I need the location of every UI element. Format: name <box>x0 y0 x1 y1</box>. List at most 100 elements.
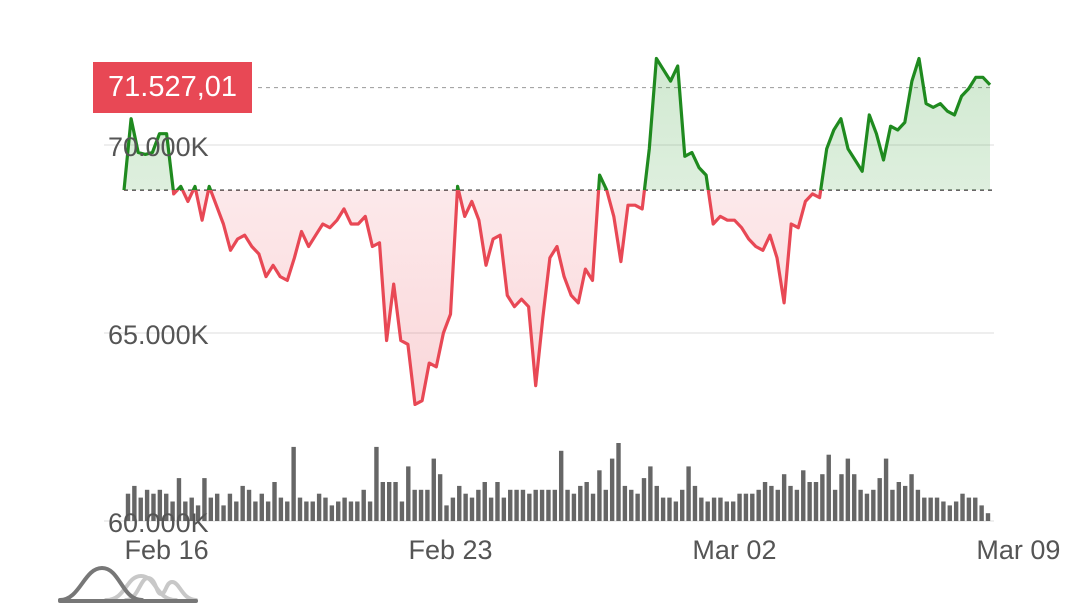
volume-bar <box>660 497 666 521</box>
volume-bar <box>514 489 519 521</box>
volume-bar <box>584 482 589 521</box>
volume-bar <box>794 489 800 521</box>
volume-bar <box>902 485 908 521</box>
volume-bar <box>877 478 882 521</box>
volume-bar <box>342 497 347 521</box>
volume-bar <box>673 501 679 521</box>
volume-bar <box>221 505 226 521</box>
volume-bar <box>304 501 309 521</box>
volume-bar <box>310 501 315 521</box>
gridlines <box>104 87 994 522</box>
volume-bar <box>654 485 659 521</box>
volume-bar <box>743 493 749 521</box>
volume-bar <box>431 458 436 521</box>
y-tick-label: 65.000K <box>108 320 209 350</box>
volume-bar <box>597 470 602 521</box>
volume-bar <box>552 489 558 521</box>
volume-bar <box>329 505 335 521</box>
volume-bar <box>406 466 411 521</box>
volume-bar <box>590 493 596 521</box>
area-above-baseline <box>124 58 990 191</box>
x-tick-label: Mar 09 <box>976 535 1060 565</box>
line-below-baseline <box>124 190 823 406</box>
volume-bar <box>813 482 819 521</box>
volume-bar <box>629 489 634 521</box>
volume-bar <box>399 501 405 521</box>
volume-bar <box>558 450 564 521</box>
volume-bar <box>157 489 163 521</box>
volume-bars <box>125 443 991 521</box>
volume-bar <box>781 474 787 521</box>
volume-bar <box>265 501 271 521</box>
volume-bar <box>845 458 851 521</box>
volume-bar <box>412 489 417 521</box>
volume-bar <box>202 478 207 521</box>
volume-bar <box>533 489 538 521</box>
volume-bar <box>909 474 914 521</box>
volume-bar <box>934 497 940 521</box>
volume-bar <box>801 470 806 521</box>
volume-bar <box>208 497 214 521</box>
volume-bar <box>947 505 952 521</box>
volume-bar <box>151 493 156 521</box>
volume-bar <box>973 497 978 521</box>
volume-bar <box>635 493 640 521</box>
volume-bar <box>195 505 201 521</box>
volume-bar <box>839 474 844 521</box>
volume-bar <box>476 489 481 521</box>
volume-bar <box>183 501 188 521</box>
volume-bar <box>750 493 755 521</box>
volume-bar <box>680 489 685 521</box>
volume-bar <box>985 513 991 521</box>
volume-bar <box>125 493 131 521</box>
volume-bar <box>699 497 704 521</box>
volume-bar <box>762 482 768 521</box>
chart-logo-icon <box>58 565 198 603</box>
volume-bar <box>922 497 927 521</box>
volume-bar <box>960 493 965 521</box>
volume-bar <box>603 489 608 521</box>
volume-bar <box>253 501 258 521</box>
volume-bar <box>418 489 424 521</box>
volume-bar <box>495 482 500 521</box>
volume-bar <box>469 497 475 521</box>
volume-bar <box>176 478 182 521</box>
volume-bar <box>272 482 277 521</box>
price-line <box>122 56 992 406</box>
volume-bar <box>508 489 513 521</box>
volume-bar <box>565 489 570 521</box>
volume-bar <box>278 497 284 521</box>
volume-bar <box>852 474 857 521</box>
volume-bar <box>953 501 959 521</box>
volume-bar <box>259 493 264 521</box>
volume-bar <box>234 501 239 521</box>
volume-bar <box>450 497 456 521</box>
area-below-baseline <box>173 190 821 405</box>
x-tick-label: Mar 02 <box>692 535 776 565</box>
volume-bar <box>316 493 322 521</box>
volume-bar <box>896 482 902 521</box>
volume-bar <box>737 493 742 521</box>
volume-bar <box>425 489 430 521</box>
volume-bar <box>648 466 653 521</box>
y-tick-label: 70.000K <box>108 132 209 162</box>
volume-bar <box>144 489 150 521</box>
volume-bar <box>641 478 647 521</box>
volume-bar <box>437 474 443 521</box>
volume-bar <box>609 458 615 521</box>
volume-bar <box>718 497 723 521</box>
volume-bar <box>756 489 761 521</box>
volume-bar <box>501 497 507 521</box>
volume-bar <box>132 485 137 521</box>
volume-bar <box>488 497 494 521</box>
volume-bar <box>246 489 252 521</box>
volume-bar <box>686 466 691 521</box>
volume-bar <box>138 497 143 521</box>
volume-bar <box>380 482 386 521</box>
volume-bar <box>170 501 175 521</box>
volume-bar <box>769 485 774 521</box>
volume-bar <box>386 482 392 521</box>
volume-bar <box>622 485 628 521</box>
